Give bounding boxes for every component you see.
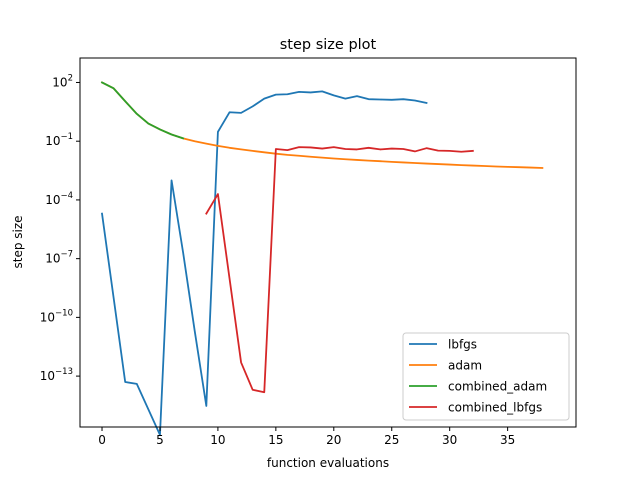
y-tick-exponent: −13	[55, 367, 73, 377]
y-tick-exponent: −1	[60, 132, 73, 142]
legend-label: adam	[448, 359, 482, 373]
y-tick-label: 102	[52, 73, 73, 89]
y-tick-label: 10−10	[40, 308, 73, 324]
series-line-combined_adam	[100, 81, 185, 140]
x-tick-label: 20	[326, 433, 341, 447]
y-axis-label: step size	[11, 215, 25, 268]
x-tick-label: 35	[500, 433, 515, 447]
y-tick-label: 10−7	[45, 250, 73, 266]
legend: lbfgs adam combined_adam combined_lbfgs	[402, 332, 570, 421]
plot-area-frame	[79, 57, 577, 428]
y-tick-base: 10	[45, 193, 60, 207]
y-tick-exponent: −4	[60, 191, 73, 201]
chart-title: step size plot	[280, 37, 377, 53]
y-tick-label: 10−4	[45, 191, 73, 207]
series-line-lbfgs	[101, 90, 428, 436]
legend-label: combined_lbfgs	[448, 401, 542, 415]
y-tick-base: 10	[45, 252, 60, 266]
y-tick-base: 10	[52, 75, 67, 89]
x-tick-label: 5	[156, 433, 164, 447]
x-axis: 0 5 10 15 20 25 30 35	[98, 427, 515, 447]
x-tick-label: 15	[268, 433, 283, 447]
x-axis-label: function evaluations	[267, 456, 389, 470]
legend-frame	[402, 332, 570, 421]
x-tick-label: 30	[442, 433, 457, 447]
y-tick-label: 10−13	[40, 367, 73, 383]
series-line-combined_lbfgs	[205, 146, 474, 394]
y-tick-exponent: −7	[60, 250, 73, 260]
x-tick-label: 0	[98, 433, 106, 447]
y-tick-exponent: −10	[55, 308, 73, 318]
x-tick-label: 25	[384, 433, 399, 447]
legend-label: lbfgs	[448, 338, 477, 352]
series-layer	[100, 81, 544, 436]
y-tick-base: 10	[45, 134, 60, 148]
y-tick-label: 10−1	[45, 132, 73, 148]
y-tick-base: 10	[40, 369, 55, 383]
x-tick-label: 10	[210, 433, 225, 447]
legend-label: combined_adam	[448, 380, 547, 394]
y-tick-exponent: 2	[68, 73, 73, 83]
y-tick-base: 10	[40, 310, 55, 324]
